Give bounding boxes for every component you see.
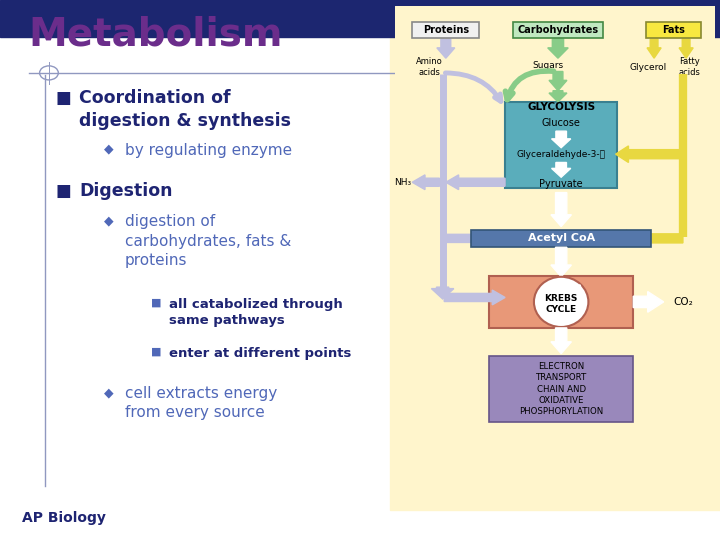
Polygon shape <box>548 39 568 58</box>
Polygon shape <box>549 71 567 91</box>
Polygon shape <box>549 91 567 102</box>
Text: Glycerol: Glycerol <box>629 63 666 71</box>
Text: AP Biology: AP Biology <box>22 511 105 525</box>
Text: all catabolized through
same pathways: all catabolized through same pathways <box>169 298 343 327</box>
Polygon shape <box>446 175 505 190</box>
Text: by regulating enzyme: by regulating enzyme <box>125 143 292 158</box>
Polygon shape <box>437 39 455 58</box>
Text: Sugars: Sugars <box>533 61 564 70</box>
Bar <box>0 0 720 37</box>
Text: ELECTRON
TRANSPORT
CHAIN AND
OXIDATIVE
PHOSPHORYLATION: ELECTRON TRANSPORT CHAIN AND OXIDATIVE P… <box>519 362 603 416</box>
Polygon shape <box>444 231 505 246</box>
Text: ■: ■ <box>151 347 162 357</box>
Text: cell extracts energy
from every source: cell extracts energy from every source <box>125 386 276 420</box>
FancyBboxPatch shape <box>505 103 617 188</box>
Polygon shape <box>551 328 572 354</box>
Text: NH₃: NH₃ <box>394 178 411 187</box>
Text: Pyruvate: Pyruvate <box>539 179 583 188</box>
Polygon shape <box>647 39 661 58</box>
Polygon shape <box>552 131 571 147</box>
Text: ◆: ◆ <box>104 143 114 156</box>
Polygon shape <box>616 146 683 163</box>
Polygon shape <box>551 247 572 277</box>
Text: Fats: Fats <box>662 25 685 35</box>
FancyBboxPatch shape <box>489 276 634 328</box>
Text: ◆: ◆ <box>104 214 114 227</box>
Text: ■: ■ <box>55 182 71 200</box>
Text: Proteins: Proteins <box>423 25 469 35</box>
Polygon shape <box>444 290 505 305</box>
FancyBboxPatch shape <box>472 230 651 247</box>
Text: Glucose: Glucose <box>541 118 580 128</box>
Text: Carbohydrates: Carbohydrates <box>518 25 598 35</box>
Text: Digestion: Digestion <box>79 182 173 200</box>
Text: digestion of
carbohydrates, fats &
proteins: digestion of carbohydrates, fats & prote… <box>125 214 291 268</box>
Text: Amino
acids: Amino acids <box>416 57 444 77</box>
Text: CYCLE: CYCLE <box>546 305 577 314</box>
Text: GLYCOLYSIS: GLYCOLYSIS <box>527 102 595 112</box>
Polygon shape <box>551 193 572 227</box>
Polygon shape <box>552 163 571 177</box>
Polygon shape <box>634 292 664 312</box>
Text: Metabolism: Metabolism <box>29 16 283 54</box>
FancyBboxPatch shape <box>489 356 634 422</box>
Polygon shape <box>679 39 693 58</box>
Text: Acetyl CoA: Acetyl CoA <box>528 233 595 244</box>
Text: CO₂: CO₂ <box>673 297 693 307</box>
Polygon shape <box>614 230 683 247</box>
FancyBboxPatch shape <box>513 22 603 38</box>
Text: Glyceraldehyde-3-ⓟ: Glyceraldehyde-3-ⓟ <box>517 150 606 159</box>
FancyBboxPatch shape <box>412 22 480 38</box>
Polygon shape <box>431 287 454 299</box>
Text: KREBS: KREBS <box>544 294 578 303</box>
Text: Coordination of
digestion & synthesis: Coordination of digestion & synthesis <box>79 89 291 130</box>
Text: ■: ■ <box>55 89 71 107</box>
Text: ◆: ◆ <box>104 386 114 399</box>
Text: enter at different points: enter at different points <box>169 347 351 360</box>
Circle shape <box>534 277 588 327</box>
Polygon shape <box>412 175 439 190</box>
Text: Fatty
acids: Fatty acids <box>678 57 701 77</box>
Bar <box>390 0 720 510</box>
FancyBboxPatch shape <box>646 22 701 38</box>
Text: ■: ■ <box>151 298 162 308</box>
